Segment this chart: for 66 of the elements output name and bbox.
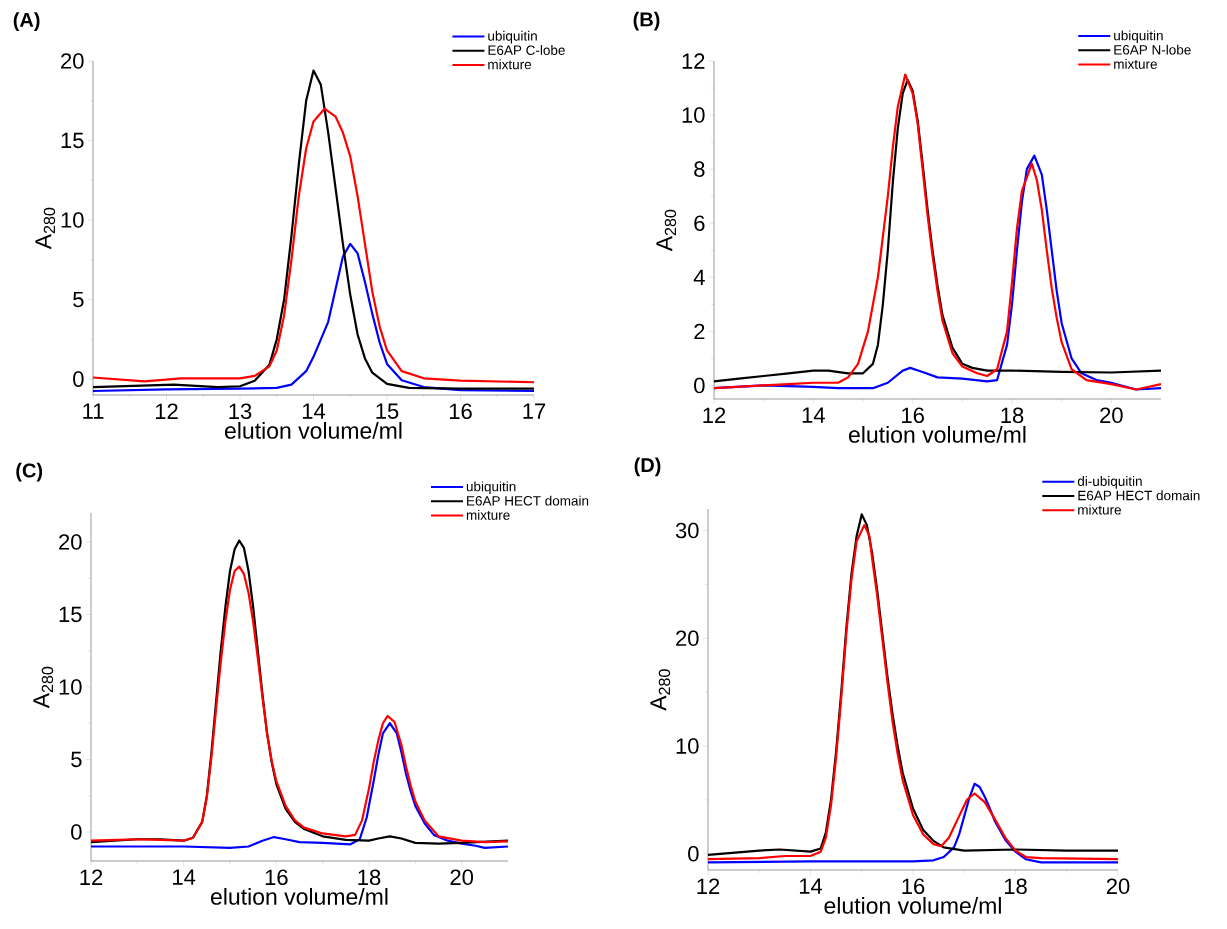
legend-label: ubiquitin [466,481,516,494]
y-tick-label: 15 [59,606,82,623]
line-series [706,782,1120,864]
x-tick-label: 20 [450,869,474,886]
x-tick-label: 20 [1100,407,1123,424]
y-tick-label: 6 [694,215,705,232]
legend-label: E6AP N-lobe [1114,44,1191,55]
x-tick-label: 16 [449,403,472,420]
x-tick-label: 18 [1004,878,1027,895]
y-tick-label: 10 [61,212,84,228]
legend-label: mixture [1078,504,1121,515]
y-tick-label: 20 [61,53,84,69]
y-tick-label: 30 [675,522,699,539]
chart-title: (B) [633,11,660,31]
legend-label: E6AP HECT domain [467,495,589,506]
y-axis-title: A$_{280}$ [35,207,56,250]
y-tick-label: 10 [676,738,699,754]
y-tick-label: 0 [694,377,705,394]
y-tick-label: 10 [59,679,82,695]
x-tick-label: 16 [265,869,288,886]
x-tick-label: 16 [902,878,925,895]
x-tick-label: 16 [902,407,924,424]
x-tick-label: 14 [302,403,326,419]
y-tick-label: 4 [693,269,705,285]
legend-label: ubiquitin [488,30,537,44]
x-axis-title: elution volume/ml [224,421,402,439]
legend-label: ubiquitin [1114,30,1163,43]
legend-label: mixture [466,509,510,520]
chart-title: (D) [634,457,661,477]
y-tick-label: 10 [682,107,705,123]
y-tick-label: 5 [71,751,82,768]
x-axis-title: elution volume/ml [210,887,388,905]
x-tick-label: 14 [173,869,196,885]
x-tick-label: 11 [83,403,104,419]
y-tick-label: 2 [694,323,705,340]
x-tick-label: 14 [799,878,823,894]
x-tick-label: 12 [155,403,178,419]
x-tick-label: 18 [358,869,381,886]
y-tick-label: 0 [71,824,82,840]
y-tick-label: 0 [73,371,84,387]
x-tick-label: 14 [802,407,825,423]
y-tick-label: 5 [73,291,84,308]
x-tick-label: 15 [376,403,399,419]
chart-title: (C) [16,462,43,482]
y-tick-label: 0 [688,846,699,862]
legend-label: mixture [488,59,532,70]
legend-label: E6AP HECT domain [1078,490,1200,501]
y-tick-label: 8 [694,161,705,177]
chart-title: (A) [13,12,40,31]
legend-label: mixture [1114,58,1157,69]
y-axis-title: A$_{280}$ [650,669,671,711]
y-tick-label: 20 [59,534,82,550]
legend-label: E6AP C-lobe [488,45,565,55]
x-tick-label: 17 [523,403,546,419]
x-axis-title: elution volume/ml [848,425,1026,443]
y-tick-label: 15 [61,132,84,149]
x-tick-label: 13 [229,403,252,420]
x-axis-title: elution volume/ml [824,896,1001,914]
y-axis-title: A$_{280}$ [33,666,54,709]
line-series [89,722,510,850]
legend-label: di-ubiquitin [1077,476,1142,489]
y-axis-title: A$_{280}$ [656,209,677,252]
x-tick-label: 20 [1106,878,1130,895]
x-tick-label: 18 [1001,407,1024,424]
y-tick-label: 12 [682,53,705,69]
y-tick-label: 20 [676,630,699,647]
